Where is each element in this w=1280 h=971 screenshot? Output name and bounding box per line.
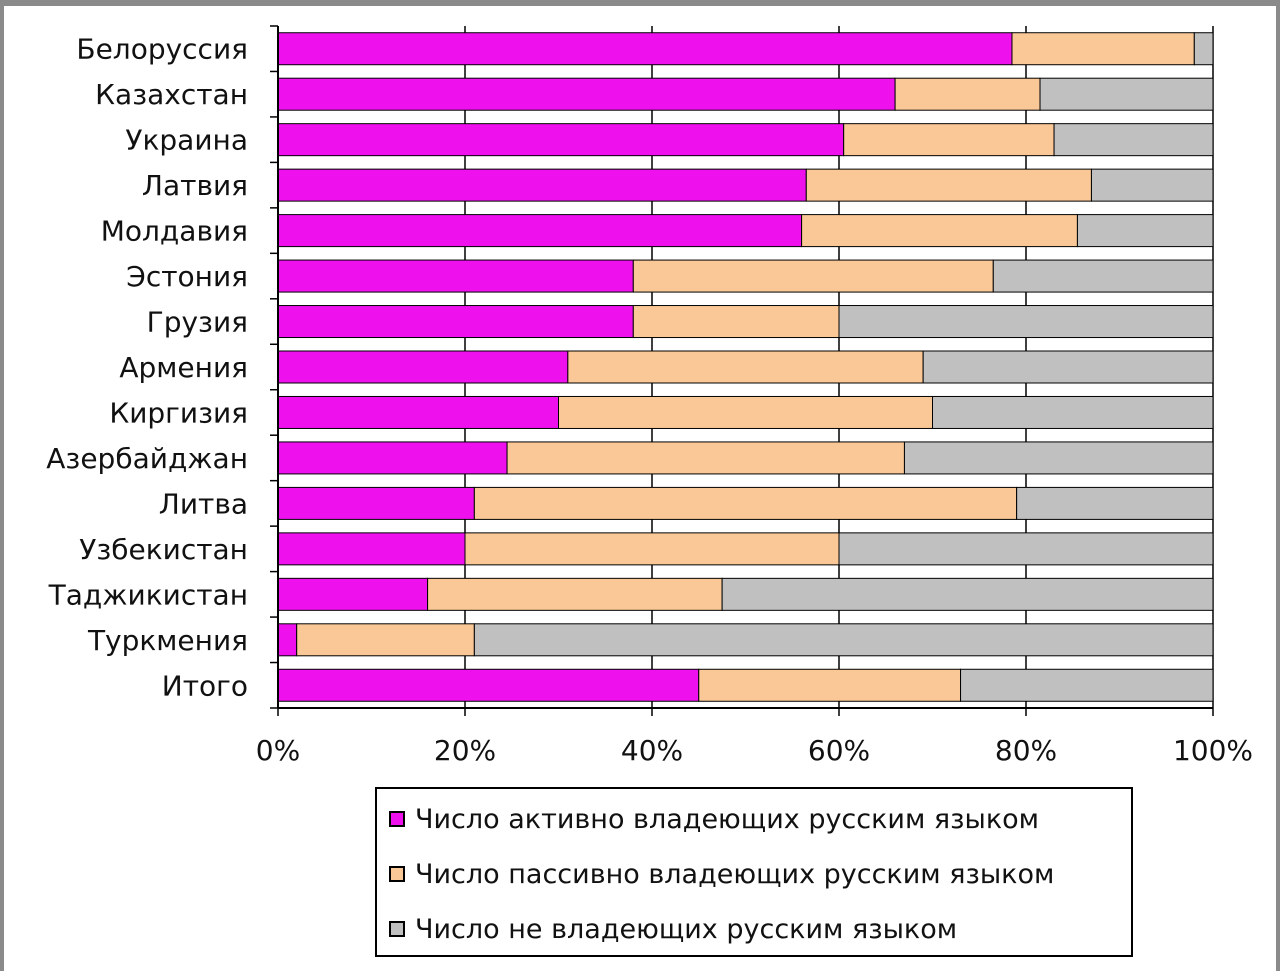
bar-14-series-0	[277, 668, 700, 702]
bars-layer	[277, 32, 1214, 702]
legend-label-passive: Число пассивно владеющих русским языком	[415, 858, 1055, 890]
bar-9-series-1	[506, 441, 905, 475]
bar-11-series-0	[277, 532, 466, 566]
bar-9-series-0	[277, 441, 508, 475]
category-label-4: Молдавия	[101, 215, 248, 248]
bar-5-series-2	[992, 259, 1214, 293]
legend-swatch-passive	[389, 866, 405, 882]
category-label-14: Итого	[162, 669, 248, 702]
tick-label-1: 20%	[434, 734, 496, 767]
bar-0-series-1	[1011, 32, 1195, 66]
category-label-1: Казахстан	[95, 78, 248, 111]
bar-13-series-1	[296, 623, 475, 657]
category-label-9: Азербайджан	[46, 442, 248, 475]
bar-8-series-2	[932, 395, 1214, 429]
bar-4-series-2	[1076, 214, 1214, 248]
category-label-0: Белоруссия	[76, 33, 248, 66]
bar-7-series-0	[277, 350, 569, 384]
category-label-13: Туркмения	[87, 624, 248, 657]
bar-11-series-1	[464, 532, 840, 566]
bar-13-series-2	[473, 623, 1214, 657]
bar-14-series-2	[960, 668, 1214, 702]
tick-label-0: 0%	[256, 734, 300, 767]
legend: Число активно владеющих русским языком Ч…	[375, 787, 1133, 957]
bar-10-series-1	[473, 486, 1018, 520]
bar-3-series-0	[277, 168, 807, 202]
bar-14-series-1	[698, 668, 962, 702]
category-label-10: Литва	[159, 487, 248, 520]
bar-3-series-1	[805, 168, 1092, 202]
tick-label-3: 60%	[808, 734, 870, 767]
category-label-6: Грузия	[147, 306, 248, 339]
bar-3-series-2	[1090, 168, 1214, 202]
bar-10-series-0	[277, 486, 475, 520]
tick-labels: 0% 20% 40% 60% 80% 100%	[256, 734, 1253, 767]
legend-entry-active: Число активно владеющих русским языком	[389, 799, 1039, 839]
bar-1-series-0	[277, 77, 896, 111]
legend-label-active: Число активно владеющих русским языком	[415, 803, 1040, 835]
bar-4-series-0	[277, 214, 803, 248]
bar-5-series-0	[277, 259, 634, 293]
category-label-5: Эстония	[126, 260, 248, 293]
bar-8-series-0	[277, 395, 559, 429]
bar-8-series-1	[558, 395, 933, 429]
bar-2-series-2	[1053, 123, 1214, 157]
category-label-8: Киргизия	[109, 396, 248, 429]
bar-2-series-1	[843, 123, 1055, 157]
frame-top	[0, 0, 1280, 6]
bar-10-series-2	[1016, 486, 1214, 520]
bar-0-series-0	[277, 32, 1013, 66]
frame-right	[1276, 0, 1280, 971]
frame-left	[0, 0, 4, 971]
bar-1-series-2	[1039, 77, 1214, 111]
category-labels: Белоруссия Казахстан Украина Латвия Молдавия…	[46, 33, 248, 703]
bar-12-series-0	[277, 577, 429, 611]
bar-0-series-2	[1193, 32, 1214, 66]
category-label-3: Латвия	[142, 169, 248, 202]
axis-layer	[270, 25, 1214, 716]
legend-swatch-active	[389, 811, 405, 827]
legend-entry-passive: Число пассивно владеющих русским языком	[389, 854, 1054, 894]
legend-label-none: Число не владеющих русским языком	[415, 913, 958, 945]
bar-5-series-1	[632, 259, 994, 293]
bar-7-series-2	[922, 350, 1214, 384]
bar-12-series-2	[721, 577, 1214, 611]
bar-11-series-2	[838, 532, 1214, 566]
bar-6-series-2	[838, 305, 1214, 339]
category-label-2: Украина	[125, 124, 248, 157]
category-label-12: Таджикистан	[48, 578, 248, 611]
bar-7-series-1	[567, 350, 924, 384]
bar-1-series-1	[894, 77, 1041, 111]
category-label-7: Армения	[119, 351, 248, 384]
bar-4-series-1	[801, 214, 1078, 248]
bar-9-series-2	[903, 441, 1214, 475]
bar-2-series-0	[277, 123, 845, 157]
category-label-11: Узбекистан	[79, 533, 248, 566]
legend-swatch-none	[389, 921, 405, 937]
legend-entry-none: Число не владеющих русским языком	[389, 909, 957, 949]
tick-label-2: 40%	[621, 734, 683, 767]
bar-12-series-1	[427, 577, 723, 611]
bar-6-series-1	[632, 305, 840, 339]
bar-13-series-0	[277, 623, 298, 657]
bar-6-series-0	[277, 305, 634, 339]
tick-label-5: 100%	[1173, 734, 1253, 767]
tick-label-4: 80%	[995, 734, 1057, 767]
